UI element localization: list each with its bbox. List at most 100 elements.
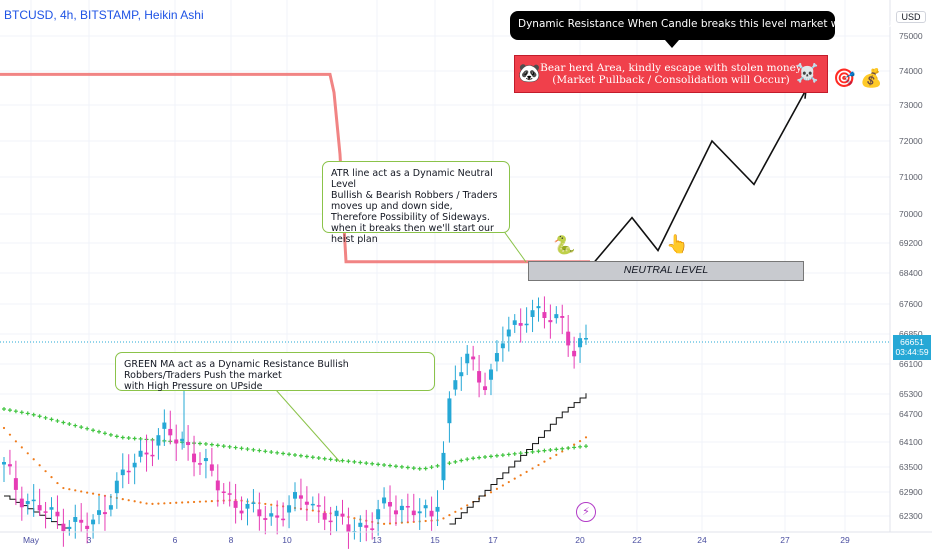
green-ma-point (554, 447, 559, 452)
green-ma-point (269, 450, 274, 455)
orange-ma-point (525, 470, 528, 473)
price-tick-label: 68400 (899, 268, 923, 278)
candle-body (453, 380, 458, 390)
candle-body (447, 398, 452, 424)
green-ma-point (435, 463, 440, 468)
orange-ma-point (2, 426, 6, 430)
price-tick-label: 73000 (899, 100, 923, 110)
candle-body (376, 509, 381, 520)
lightning-icon[interactable]: ⚡ (576, 502, 596, 522)
green-ma-point (43, 415, 48, 420)
green-ma-point (37, 414, 42, 419)
candle-body (382, 497, 387, 504)
neutral-level-box: NEUTRAL LEVEL (528, 261, 804, 281)
price-axis: 75000 74000 73000 72000 71000 70000 69200 68400… (889, 0, 923, 532)
green-ma-point (126, 436, 131, 440)
orange-ma-point (204, 500, 208, 503)
candle-body (322, 513, 327, 520)
orange-ma-point (311, 509, 314, 512)
green-ma-point (239, 446, 244, 451)
green-ma-point (197, 441, 202, 446)
orange-ma-point (169, 501, 172, 505)
green-ma-point (227, 444, 232, 449)
candle-body (186, 442, 191, 446)
candle-body (102, 512, 107, 515)
green-ma-point (25, 411, 30, 416)
time-axis: May 3 6 8 10 13 15 17 20 22 24 27 29 (0, 531, 932, 545)
orange-ma-point (97, 493, 101, 496)
candle-body (328, 520, 333, 523)
green-ma-point (352, 459, 357, 464)
green-ma-point (221, 444, 226, 449)
candle-body (506, 329, 511, 337)
green-ma-point (494, 453, 499, 458)
orange-ma-point (270, 503, 273, 506)
orange-ma-point (38, 464, 41, 467)
time-tick-label: 24 (697, 535, 707, 545)
orange-ma-point (513, 477, 516, 480)
orange-ma-point (44, 470, 47, 473)
candle-body (477, 371, 482, 383)
orange-ma-point (8, 433, 12, 436)
orange-ma-point (198, 500, 202, 503)
green-ma-point (85, 426, 90, 431)
green-ma-point (560, 446, 565, 451)
last-price-value: 66651 (900, 337, 924, 347)
orange-ma-point (382, 522, 386, 525)
candle-body (488, 369, 493, 380)
candle-body (43, 511, 48, 513)
candle-body (251, 502, 256, 504)
orange-ma-point (68, 488, 71, 491)
candle-body (162, 422, 167, 429)
green-ma-point (49, 417, 54, 422)
candle-body (572, 350, 577, 357)
candle-body (227, 493, 232, 495)
green-ma-point (346, 459, 351, 464)
candle-body (180, 438, 185, 442)
candle-body (132, 462, 137, 468)
projection-path (593, 88, 807, 264)
orange-ma-point (454, 510, 457, 513)
green-ma-point (55, 418, 60, 423)
orange-ma-point (507, 480, 510, 484)
candle-body (174, 439, 179, 444)
candle-body (257, 509, 262, 517)
green-ma-point (2, 407, 6, 411)
orange-ma-point (175, 501, 178, 504)
green-ma-point (429, 465, 434, 470)
green-ma-point (316, 455, 321, 460)
candle-body (536, 306, 541, 309)
candle-body (150, 454, 155, 457)
pointing-hand-icon: 👆 (666, 234, 689, 254)
candle-body (13, 478, 18, 490)
green-ma-point (281, 451, 286, 456)
candle-body (399, 505, 404, 511)
time-tick-label: 29 (840, 535, 850, 545)
orange-ma-point (86, 491, 89, 494)
projection-line (593, 89, 807, 264)
green-ma-point (209, 442, 214, 447)
candle-body (37, 505, 42, 511)
candle-body (25, 501, 30, 505)
target-icon: 🎯 (833, 68, 856, 88)
last-price-tag: 66651 03:44:59 (893, 335, 931, 360)
candle-body (245, 503, 250, 509)
orange-ma-point (127, 499, 130, 502)
green-ma-point (97, 429, 102, 434)
bear-area-line1: Bear herd Area, kindly escape with stole… (540, 62, 802, 74)
green-ma-point (358, 460, 363, 465)
green-ma-point (13, 409, 18, 414)
orange-ma-point (489, 491, 493, 494)
candle-body (85, 525, 90, 529)
candle-body (168, 428, 173, 436)
candle-body (334, 510, 339, 517)
green-ma-point (566, 446, 571, 451)
candle-body (203, 458, 208, 462)
green-ma-point (500, 453, 505, 458)
candle-body (566, 331, 571, 346)
candle-body (542, 312, 547, 318)
candle-body (7, 464, 12, 467)
orange-ma-point (573, 443, 576, 446)
symbol-title[interactable]: BTCUSD, 4h, BITSTAMP, Heikin Ashi (4, 8, 204, 22)
